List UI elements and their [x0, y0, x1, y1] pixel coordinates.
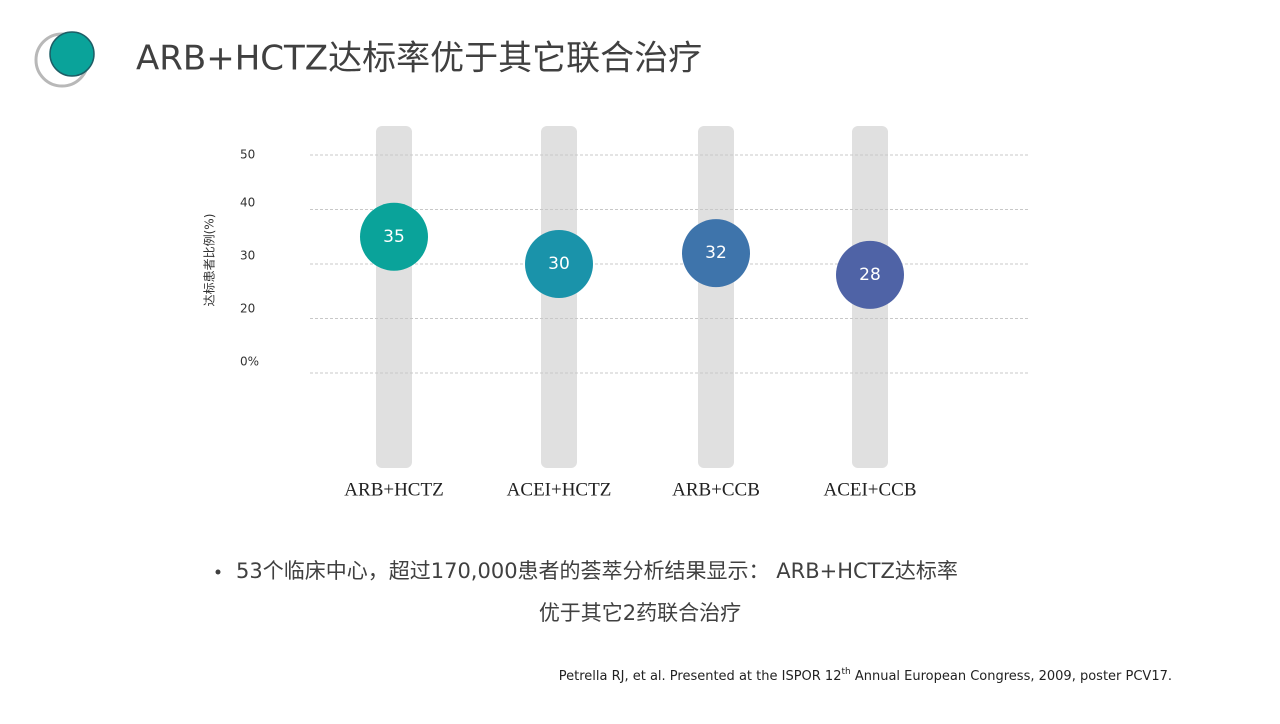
- slide-title: ARB+HCTZ达标率优于其它联合治疗: [136, 39, 702, 79]
- track: [698, 126, 734, 468]
- x-tick-label: ACEI+HCTZ: [507, 479, 612, 500]
- citation: Petrella RJ, et al. Presented at the ISP…: [559, 667, 1172, 684]
- bullet-dot: [215, 569, 221, 575]
- bullet-line: 53个临床中心，超过170,000患者的荟萃分析结果显示： ARB+HCTZ达标…: [236, 559, 958, 583]
- value-label: 28: [859, 265, 881, 285]
- y-axis-label: 达标患者比例(%): [203, 214, 217, 307]
- x-tick-label: ARB+HCTZ: [344, 479, 443, 500]
- y-tick-label: 20: [240, 302, 255, 316]
- dot: [525, 230, 593, 298]
- citation-sup: th: [841, 667, 850, 677]
- value-label: 32: [705, 243, 727, 263]
- bullet-line: 优于其它2药联合治疗: [539, 601, 741, 625]
- dot: [360, 202, 428, 271]
- plot: 50 40 30 20 0% ARB+HCTZ 35 ACEI+HCTZ 30 ARB+CCB 32…: [240, 126, 1030, 500]
- citation-text: Petrella RJ, et al. Presented at the ISP…: [559, 669, 842, 684]
- x-tick-label: ARB+CCB: [672, 479, 760, 500]
- logo-dot: [49, 31, 95, 77]
- value-label: 35: [383, 227, 405, 247]
- track: [376, 126, 412, 468]
- y-tick-label: 40: [240, 196, 255, 210]
- dot: [836, 240, 904, 309]
- bullet: 53个临床中心，超过170,000患者的荟萃分析结果显示： ARB+HCTZ达标…: [215, 559, 958, 625]
- citation-text: Annual European Congress, 2009, poster P…: [851, 669, 1172, 684]
- dot: [682, 219, 750, 288]
- y-tick-label: 30: [240, 249, 255, 263]
- value-label: 30: [548, 254, 570, 274]
- x-tick-label: ACEI+CCB: [823, 479, 916, 500]
- y-tick-label: 0%: [240, 355, 259, 369]
- y-tick-label: 50: [240, 148, 255, 162]
